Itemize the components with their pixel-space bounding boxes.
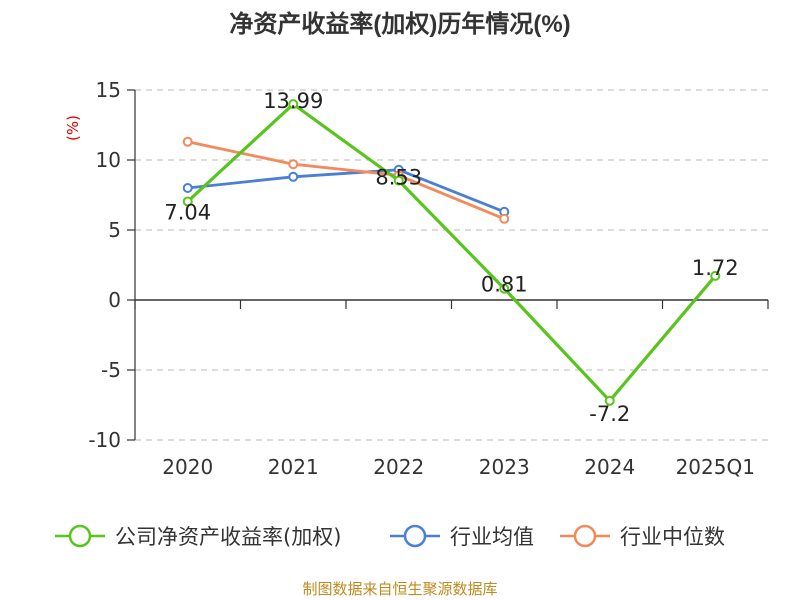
data-point xyxy=(288,99,299,110)
data-point xyxy=(710,270,721,281)
y-tick-label: 0 xyxy=(108,288,121,312)
data-label: 8.53 xyxy=(375,166,422,190)
y-axis-label: (%) xyxy=(64,115,82,141)
series-lines xyxy=(182,99,721,406)
legend: 公司净资产收益率(加权) 行业均值 行业中位数 xyxy=(55,524,725,549)
source-note: 制图数据来自恒生聚源数据库 xyxy=(302,581,498,598)
data-labels: 7.04 13.99 8.53 0.81 -7.2 1.72 xyxy=(164,89,738,426)
data-label: 7.04 xyxy=(164,200,211,224)
legend-label: 公司净资产收益率(加权) xyxy=(115,525,341,549)
legend-swatch-marker xyxy=(573,524,597,548)
data-point xyxy=(182,196,193,207)
data-label: 13.99 xyxy=(263,89,323,113)
data-label: -7.2 xyxy=(589,402,630,426)
data-point xyxy=(182,183,193,193)
legend-label: 行业中位数 xyxy=(620,525,725,549)
data-point xyxy=(182,136,193,147)
x-tick-label: 2025Q1 xyxy=(676,455,755,479)
data-point xyxy=(499,213,510,224)
y-tick-label: 5 xyxy=(108,218,121,242)
x-tick-label: 2021 xyxy=(268,455,319,479)
x-tick-label: 2023 xyxy=(479,455,530,479)
x-tick-label: 2022 xyxy=(373,455,424,479)
axes: 15 10 5 0 -5 -10 2020 2021 2022 2023 2024 2025Q1 (%) xyxy=(64,78,769,479)
data-point xyxy=(288,171,299,182)
legend-swatch-marker xyxy=(403,524,427,548)
x-tick-label: 2024 xyxy=(584,455,635,479)
data-point xyxy=(499,283,510,294)
x-tick-label: 2020 xyxy=(162,455,213,479)
y-tick-label: 10 xyxy=(96,148,121,172)
legend-swatch-marker xyxy=(68,524,92,548)
y-tick-label: -10 xyxy=(88,428,121,452)
series-line xyxy=(186,102,717,403)
data-point xyxy=(604,395,615,406)
y-tick-label: 15 xyxy=(96,78,121,102)
data-point xyxy=(393,175,404,186)
data-point xyxy=(288,159,299,170)
grid-lines xyxy=(135,89,768,441)
series-line xyxy=(187,140,505,221)
chart-title: 净资产收益率(加权)历年情况(%) xyxy=(229,11,571,38)
y-tick-label: -5 xyxy=(101,358,121,382)
series-line xyxy=(187,168,505,214)
data-label: 0.81 xyxy=(481,273,528,297)
data-label: 1.72 xyxy=(692,256,739,280)
legend-label: 行业均值 xyxy=(450,525,534,549)
